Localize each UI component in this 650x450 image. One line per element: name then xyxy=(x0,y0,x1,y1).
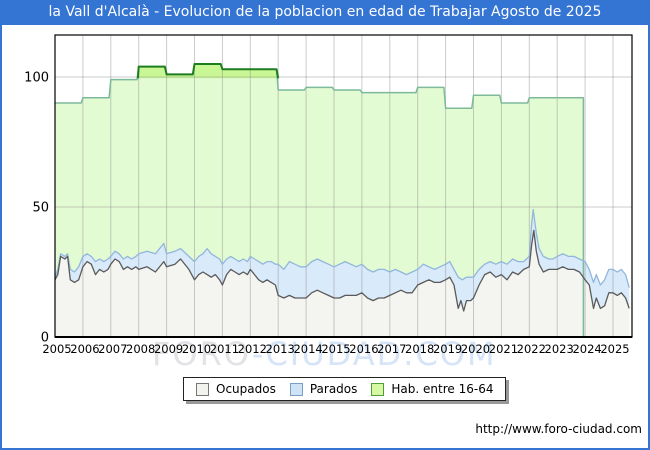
chart-panel: FORO-CIUDAD.COM 2005 2006 2007 2008 2009 2010… xyxy=(2,25,648,448)
svg-text:2022: 2022 xyxy=(517,342,546,356)
svg-text:2005: 2005 xyxy=(42,342,71,356)
parados-swatch xyxy=(289,382,303,396)
svg-text:2012: 2012 xyxy=(238,342,267,356)
watermark-ciudad: -CIUDAD.COM xyxy=(251,335,497,373)
ocupados-swatch xyxy=(196,382,209,396)
svg-text:2024: 2024 xyxy=(572,342,601,356)
svg-text:2008: 2008 xyxy=(126,342,155,356)
hab-16-64-label: Hab. entre 16-64 xyxy=(391,382,494,396)
title-bar: la Vall d'Alcalà - Evolucion de la pobla… xyxy=(0,0,650,25)
legend: Ocupados Parados Hab. entre 16-64 xyxy=(183,377,507,401)
svg-text:2009: 2009 xyxy=(154,342,183,356)
svg-text:2019: 2019 xyxy=(433,342,462,356)
svg-text:2015: 2015 xyxy=(321,342,350,356)
area-outlines xyxy=(54,63,630,337)
watermark-foro: FORO xyxy=(152,335,252,373)
footer-url: http://www.foro-ciudad.com xyxy=(475,422,642,436)
svg-text:2007: 2007 xyxy=(98,342,127,356)
legend-item-parados: Parados xyxy=(289,382,358,396)
svg-text:50: 50 xyxy=(32,201,49,216)
ocupados-label: Ocupados xyxy=(216,382,276,396)
legend-item-hab-16-64: Hab. entre 16-64 xyxy=(371,382,493,396)
svg-text:100: 100 xyxy=(24,71,49,86)
svg-text:2016: 2016 xyxy=(349,342,378,356)
svg-text:2006: 2006 xyxy=(70,342,99,356)
svg-text:2014: 2014 xyxy=(293,342,322,356)
y-axis-labels: 0 50 100 xyxy=(24,71,49,346)
svg-text:2023: 2023 xyxy=(545,342,574,356)
svg-text:2018: 2018 xyxy=(405,342,434,356)
svg-text:2010: 2010 xyxy=(182,342,211,356)
svg-text:2020: 2020 xyxy=(461,342,490,356)
area-fills xyxy=(55,64,630,337)
watermark: FORO-CIUDAD.COM xyxy=(152,335,497,373)
svg-text:2021: 2021 xyxy=(489,342,518,356)
window-title: la Vall d'Alcalà - Evolucion de la pobla… xyxy=(48,4,602,20)
parados-label: Parados xyxy=(309,382,358,396)
svg-text:2017: 2017 xyxy=(377,342,406,356)
svg-text:2011: 2011 xyxy=(210,342,239,356)
legend-item-ocupados: Ocupados xyxy=(196,382,276,396)
svg-text:2013: 2013 xyxy=(266,342,295,356)
population-chart: 2005200620072008200920102011201220132014… xyxy=(24,34,633,356)
plot-frame xyxy=(54,34,633,338)
x-axis-labels: 2005200620072008200920102011201220132014… xyxy=(42,342,629,356)
svg-text:0: 0 xyxy=(41,331,49,346)
svg-text:2025: 2025 xyxy=(600,342,629,356)
hab-16-64-swatch xyxy=(371,382,385,396)
